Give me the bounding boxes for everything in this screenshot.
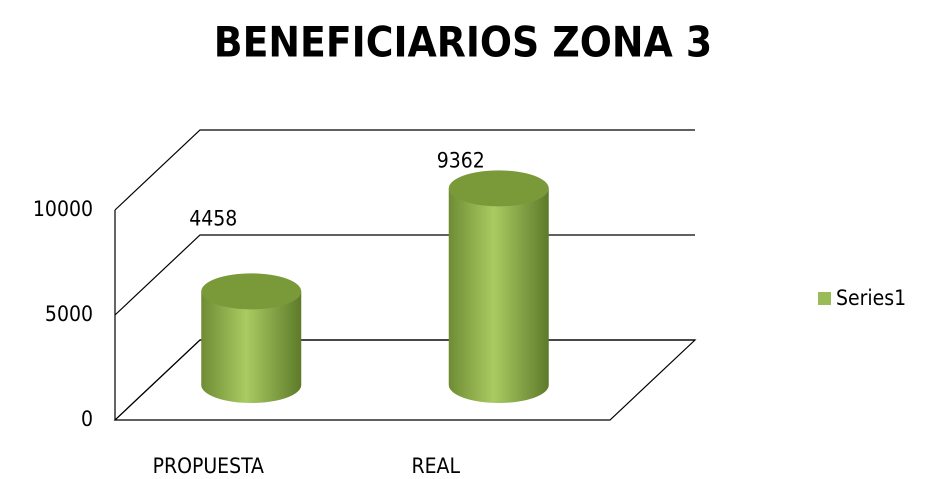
x-tick-label: PROPUESTA [153,454,264,478]
bar-top [201,273,302,310]
legend-swatch [818,292,831,305]
bar [201,291,302,403]
bar [448,188,549,403]
legend-label: Series1 [836,286,906,310]
grid-line [114,129,695,211]
value-label: 9362 [437,148,485,172]
value-label: 4458 [189,206,237,230]
y-tick-label: 0 [81,407,93,431]
chart-title: BENEFICIARIOS ZONA 3 [214,18,712,67]
y-tick-label: 5000 [45,302,93,326]
y-tick-label: 10000 [33,197,93,221]
x-tick-label: REAL [411,454,460,478]
bar-top [448,170,549,207]
